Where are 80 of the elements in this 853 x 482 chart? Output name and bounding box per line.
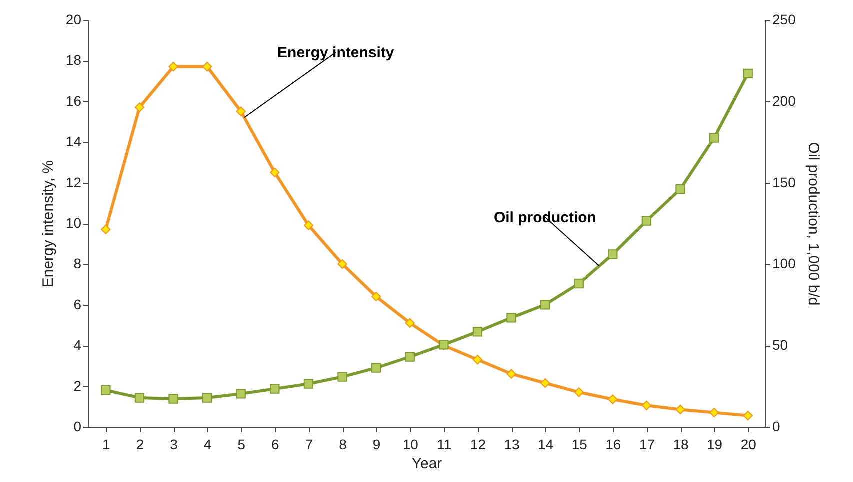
point [236,389,246,399]
y-tick-label: 12 [66,174,82,190]
x-tick-label: 14 [538,436,554,452]
point [304,379,314,389]
x-tick-label: 3 [170,436,178,452]
point [304,220,314,230]
x-tick-label: 9 [372,436,381,452]
text: Energy intensity [278,44,395,62]
x-tick-label: 19 [707,436,723,452]
x-axis-title: Year [412,456,442,472]
x-tick-label: 2 [136,436,144,452]
point [101,224,111,234]
point [338,372,348,382]
point [574,278,584,289]
point [608,250,618,260]
x-tick-label: 15 [572,436,588,452]
x-tick-label: 8 [339,436,348,452]
y-tick-label: 10 [66,215,82,231]
point [642,216,652,226]
x-tick-label: 11 [437,436,452,452]
point [676,404,686,415]
point [101,386,111,396]
y-axis-title: Energy intensity, % [40,160,57,288]
y-tick-label: 0 [74,418,82,434]
y-tick-label: 4 [74,337,82,354]
point [371,363,382,373]
point [472,355,483,365]
point [506,369,516,379]
y2-tick-label: 50 [772,337,788,354]
x-tick-label: 13 [504,436,520,452]
x-tick-label: 5 [238,436,246,452]
y-tick-label: 18 [66,52,82,68]
point [642,400,652,410]
y-tick-label: 2 [74,378,82,394]
point [270,168,280,178]
point [338,259,348,270]
x-tick-label: 4 [204,436,212,452]
point [472,327,483,337]
y-tick-label: 8 [74,256,82,272]
point [405,352,415,362]
point [540,300,550,310]
y-tick-label: 20 [66,12,82,28]
point [270,384,280,394]
x-tick-label: 6 [272,436,280,452]
series-label: Oil production [494,209,596,226]
y2-tick-label: 100 [772,256,796,272]
point [574,388,584,398]
point [709,133,720,143]
point [506,313,516,323]
point [168,62,178,72]
point [134,393,145,403]
y2-tick-label: 0 [772,418,780,434]
point [743,68,753,79]
point [202,62,212,72]
y-tick-label: 6 [74,296,82,312]
x-tick-label: 1 [102,436,111,452]
y2-tick-label: 150 [772,174,796,190]
y-tick-label: 16 [66,92,82,109]
x-tick-label: 20 [740,436,757,452]
x-tick-label: 12 [470,436,486,452]
point [371,292,382,302]
point [608,394,618,404]
point [540,378,550,388]
point [709,408,720,418]
point [134,102,145,112]
point [236,106,246,116]
point [202,393,212,403]
x-tick-label: 7 [305,436,314,452]
y2-axis-title: Oil production, 1,000 b/d [804,142,822,306]
x-tick-label: 10 [402,436,419,452]
x-tick-label: 18 [673,436,689,452]
y2-tick-label: 250 [772,12,796,28]
point [743,410,753,421]
y-tick-label: 14 [66,134,82,150]
point [405,318,415,328]
y2-tick-label: 200 [772,92,796,109]
x-tick-label: 16 [606,436,622,452]
x-tick-label: 17 [639,436,656,452]
point [168,394,178,404]
point [676,184,686,194]
